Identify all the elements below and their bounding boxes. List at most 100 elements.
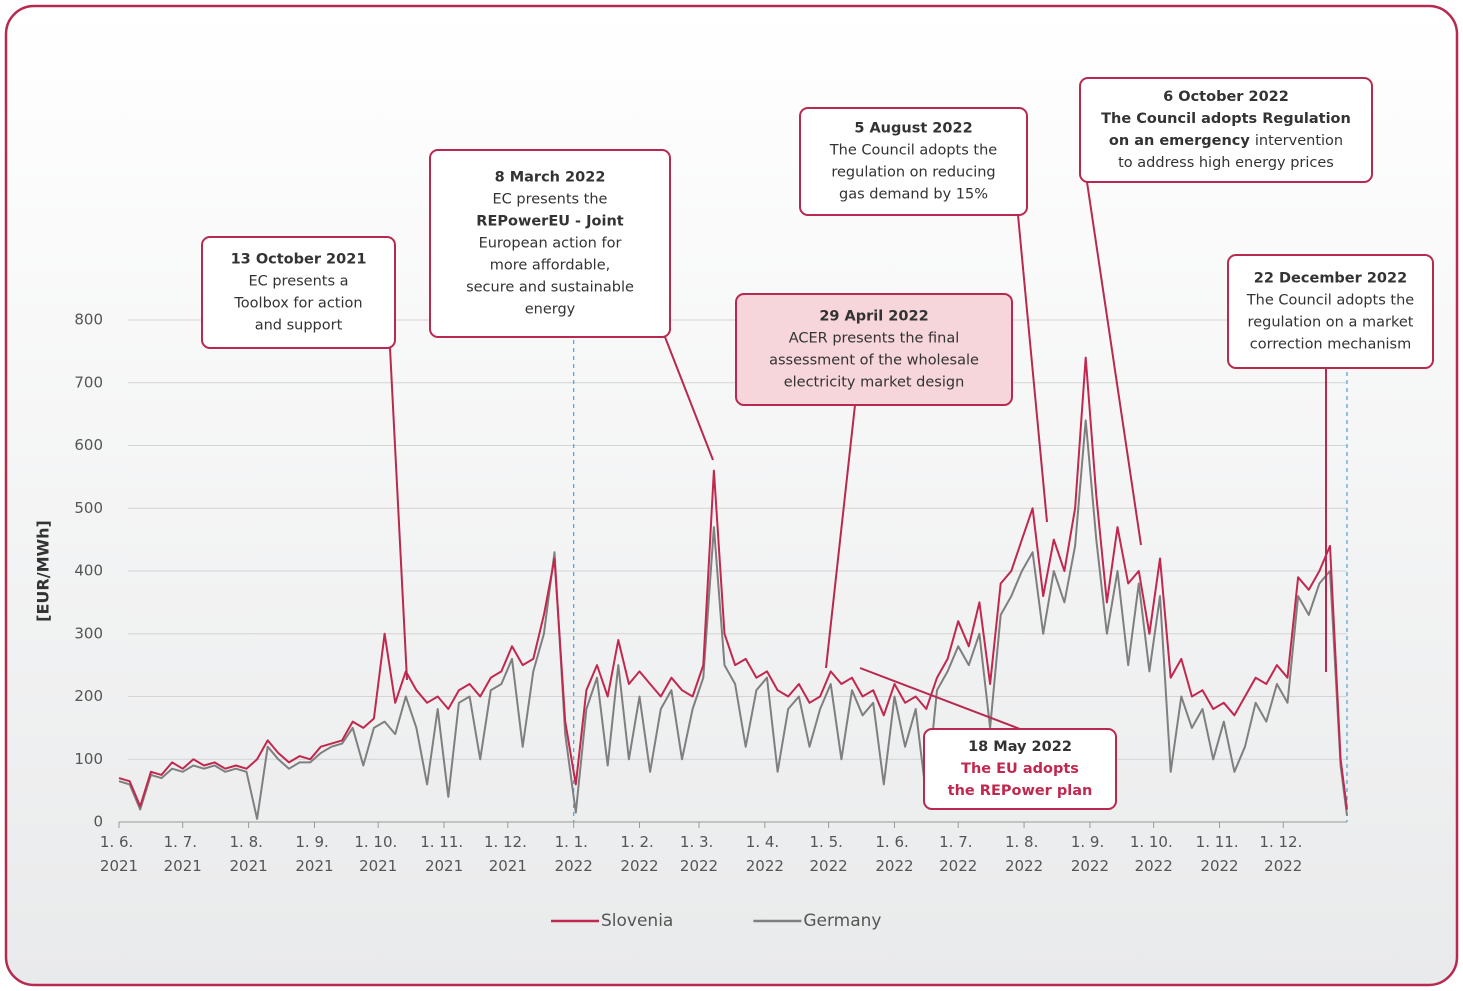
- annotation-date: 22 December 2022: [1254, 271, 1407, 287]
- x-tick-date: 1. 3.: [680, 833, 718, 851]
- x-tick-year: 2022: [680, 857, 718, 875]
- annotation-text: European action for: [479, 236, 622, 252]
- annotation-line: to address high energy prices: [1118, 155, 1334, 171]
- x-tick-date: 1. 10.: [1130, 833, 1178, 851]
- x-tick-label: 1. 6. 2022: [875, 833, 913, 875]
- annotation-text: energy: [525, 302, 576, 318]
- x-tick-label: 1. 1. 2022: [555, 833, 593, 875]
- x-tick-year: 2022: [939, 857, 977, 875]
- annotation-line: the REPower plan: [948, 783, 1093, 799]
- x-tick-label: 1. 11. 2022: [1196, 833, 1244, 875]
- annotation-date: 18 May 2022: [968, 739, 1072, 755]
- x-tick-date: 1. 12.: [484, 833, 532, 851]
- x-tick-date: 1. 9.: [1071, 833, 1109, 851]
- x-tick-label: 1. 3. 2022: [680, 833, 718, 875]
- x-tick-date: 1. 2.: [620, 833, 658, 851]
- annotation-line: REPowerEU - Joint: [476, 214, 623, 230]
- x-tick-label: 1. 5. 2022: [810, 833, 848, 875]
- annotation-text: REPowerEU - Joint: [476, 214, 623, 230]
- annotation-text: correction mechanism: [1250, 337, 1411, 353]
- annotation-text: secure and sustainable: [466, 280, 634, 296]
- annotation-text: gas demand by 15%: [839, 187, 988, 203]
- x-tick-year: 2022: [1264, 857, 1302, 875]
- annotation-pointer: [825, 404, 856, 669]
- annotation-box: [1227, 254, 1434, 369]
- x-tick-date: 1. 6.: [100, 833, 138, 851]
- annotation-line: energy: [525, 302, 576, 318]
- annotation-text: electricity market design: [784, 375, 965, 391]
- annotation-line: regulation on a market: [1248, 315, 1414, 331]
- y-tick-label: 700: [74, 373, 103, 391]
- annotation-text: Toolbox for action: [233, 296, 362, 312]
- series-line: [118, 419, 1348, 820]
- annotation-line: EC presents a: [248, 274, 348, 290]
- annotation-line: ACER presents the final: [789, 331, 960, 347]
- annotation-date: 5 August 2022: [854, 121, 972, 137]
- y-tick-label: 300: [74, 624, 103, 642]
- x-tick-label: 1. 12. 2022: [1259, 833, 1307, 875]
- annotation-line: assessment of the wholesale: [769, 353, 979, 369]
- x-tick-year: 2021: [425, 857, 463, 875]
- x-tick-year: 2021: [295, 857, 333, 875]
- annotation-box: [799, 107, 1028, 216]
- annotation-line: and support: [255, 318, 343, 334]
- series-line: [118, 356, 1348, 810]
- x-tick-label: 1. 9. 2021: [295, 833, 333, 875]
- y-tick-label: 800: [74, 311, 103, 329]
- annotation-text: EC presents a: [248, 274, 348, 290]
- annotation-text: intervention: [1255, 133, 1343, 149]
- x-tick-label: 1. 10. 2021: [354, 833, 402, 875]
- annotation-text: regulation on reducing: [831, 165, 995, 181]
- x-tick-year: 2021: [359, 857, 397, 875]
- annotation-pointer: [859, 667, 1021, 730]
- annotation-text: The Council adopts Regulation: [1101, 111, 1351, 127]
- x-tick-date: 1. 7.: [939, 833, 977, 851]
- annotation-box: [923, 728, 1117, 810]
- annotation-line: The Council adopts Regulation: [1101, 111, 1351, 127]
- x-tick-date: 1. 11.: [420, 833, 468, 851]
- x-tick-date: 1. 8.: [230, 833, 268, 851]
- annotation-text: to address high energy prices: [1118, 155, 1334, 171]
- x-tick-year: 2022: [555, 857, 593, 875]
- y-axis-label: [EUR/MWh]: [34, 520, 53, 622]
- y-tick-label: 0: [93, 813, 103, 831]
- x-tick-date: 1. 4.: [746, 833, 784, 851]
- y-tick-label: 500: [74, 499, 103, 517]
- annotation-text: The Council adopts the: [1246, 293, 1414, 309]
- annotation-line: electricity market design: [784, 375, 965, 391]
- x-tick-date: 1. 5.: [810, 833, 848, 851]
- x-tick-label: 1. 7. 2022: [939, 833, 977, 875]
- y-tick-label: 600: [74, 436, 103, 454]
- annotation-line: The EU adopts: [961, 761, 1079, 777]
- annotation-date: 13 October 2021: [231, 252, 367, 268]
- annotation-line: Toolbox for action: [233, 296, 362, 312]
- annotation-line: European action for: [479, 236, 622, 252]
- x-tick-year: 2022: [875, 857, 913, 875]
- x-tick-date: 1. 6.: [875, 833, 913, 851]
- x-tick-year: 2021: [164, 857, 202, 875]
- annotation-line: more affordable,: [490, 258, 610, 274]
- x-tick-label: 1. 8. 2022: [1005, 833, 1043, 875]
- annotation-pointer: [389, 347, 408, 681]
- x-tick-date: 1. 1.: [555, 833, 593, 851]
- annotation-box: [429, 149, 671, 338]
- y-tick-label: 200: [74, 687, 103, 705]
- x-tick-label: 1. 10. 2022: [1130, 833, 1178, 875]
- x-tick-date: 1. 8.: [1005, 833, 1043, 851]
- legend-label: Germany: [803, 911, 881, 931]
- annotation-line: correction mechanism: [1250, 337, 1411, 353]
- annotation-text: The EU adopts: [961, 761, 1079, 777]
- annotation-date: 8 March 2022: [495, 170, 606, 186]
- y-tick-label: 400: [74, 562, 103, 580]
- x-tick-label: 1. 11. 2021: [420, 833, 468, 875]
- x-tick-year: 2021: [489, 857, 527, 875]
- annotation-date: 29 April 2022: [819, 309, 928, 325]
- y-tick-label: 100: [74, 750, 103, 768]
- x-tick-year: 2022: [1200, 857, 1238, 875]
- legend-label: Slovenia: [601, 911, 673, 931]
- annotation-pointer: [1086, 181, 1142, 546]
- x-tick-label: 1. 2. 2022: [620, 833, 658, 875]
- annotation-text: The Council adopts the: [829, 143, 997, 159]
- annotation-text: more affordable,: [490, 258, 610, 274]
